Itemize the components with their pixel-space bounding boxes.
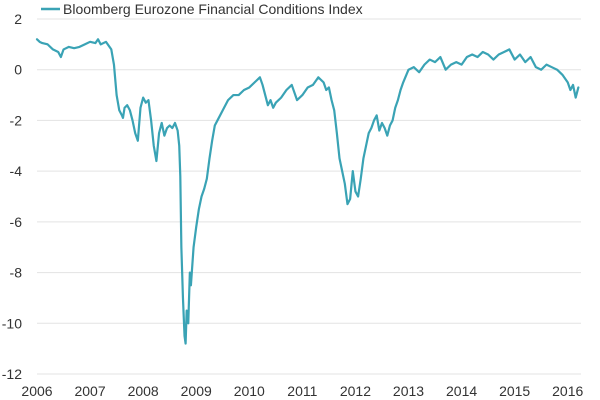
series-line-0 <box>35 38 580 345</box>
y-tick-label: 0 <box>14 62 22 78</box>
y-tick-label: -6 <box>10 214 23 230</box>
legend: Bloomberg Eurozone Financial Conditions … <box>41 1 363 17</box>
y-tick-label: -10 <box>2 315 22 331</box>
y-tick-label: -2 <box>10 112 23 128</box>
y-tick-label: 2 <box>14 11 22 27</box>
x-tick-label: 2008 <box>128 383 159 399</box>
y-tick-label: -12 <box>2 366 22 382</box>
x-tick-label: 2014 <box>446 383 477 399</box>
x-tick-label: 2009 <box>181 383 212 399</box>
x-tick-label: 2013 <box>393 383 424 399</box>
x-tick-label: 2010 <box>234 383 265 399</box>
grid-layer <box>37 18 581 375</box>
x-tick-label: 2007 <box>74 383 105 399</box>
x-tick-label: 2006 <box>21 383 52 399</box>
legend-label: Bloomberg Eurozone Financial Conditions … <box>63 1 363 17</box>
x-tick-label: 2011 <box>287 383 317 399</box>
x-tick-label: 2016 <box>552 383 583 399</box>
y-tick-label: -4 <box>10 163 23 179</box>
series-layer <box>35 38 580 345</box>
x-tick-label: 2012 <box>340 383 371 399</box>
y-tick-label: -8 <box>10 265 23 281</box>
x-tick-label: 2015 <box>499 383 530 399</box>
